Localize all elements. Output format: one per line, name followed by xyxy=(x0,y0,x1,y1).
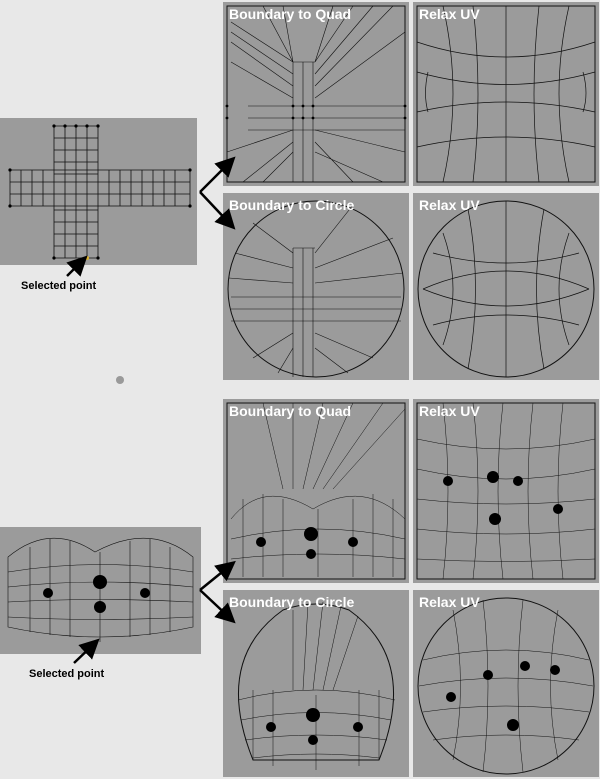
quad-face-mesh xyxy=(226,402,406,580)
relax-uv-quad-panel: Relax UV xyxy=(413,2,599,186)
relaxed-circle-face-mesh xyxy=(417,597,595,775)
relaxed-quad-face-mesh xyxy=(416,402,596,580)
decorative-dot xyxy=(116,376,124,384)
panel-title: Boundary to Quad xyxy=(229,403,352,419)
panel-title: Relax UV xyxy=(419,197,480,213)
panel-title: Relax UV xyxy=(419,403,480,419)
boundary-to-circle-panel: Boundary to Circle xyxy=(223,590,409,777)
face-mesh-grid xyxy=(7,537,194,642)
quad-mesh xyxy=(225,5,407,183)
relax-uv-circle-panel: Relax UV xyxy=(413,193,599,380)
boundary-to-quad-panel: Boundary to Quad xyxy=(223,399,409,583)
cross-mesh-grid xyxy=(8,124,192,260)
circle-face-mesh xyxy=(237,601,396,770)
selected-point-caption: Selected point xyxy=(29,668,105,680)
source-cross-mesh xyxy=(0,118,197,265)
panel-title: Relax UV xyxy=(419,6,480,22)
relax-uv-circle-panel: Relax UV xyxy=(413,590,599,777)
panel-title: Relax UV xyxy=(419,594,480,610)
selected-point-caption: Selected point xyxy=(21,280,97,292)
relaxed-quad-mesh xyxy=(416,5,596,183)
circle-mesh xyxy=(227,200,405,378)
source-face-mesh xyxy=(0,527,201,654)
boundary-to-quad-panel: Boundary to Quad xyxy=(223,2,409,186)
panel-title: Boundary to Circle xyxy=(229,197,355,213)
panel-title: Boundary to Quad xyxy=(229,6,352,22)
panel-title: Boundary to Circle xyxy=(229,594,355,610)
boundary-to-circle-panel: Boundary to Circle xyxy=(223,193,409,380)
relax-uv-quad-panel: Relax UV xyxy=(413,399,599,583)
relaxed-circle-mesh xyxy=(417,200,595,378)
